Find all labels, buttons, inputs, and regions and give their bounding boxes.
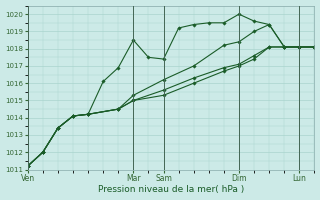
X-axis label: Pression niveau de la mer( hPa ): Pression niveau de la mer( hPa ) (98, 185, 244, 194)
